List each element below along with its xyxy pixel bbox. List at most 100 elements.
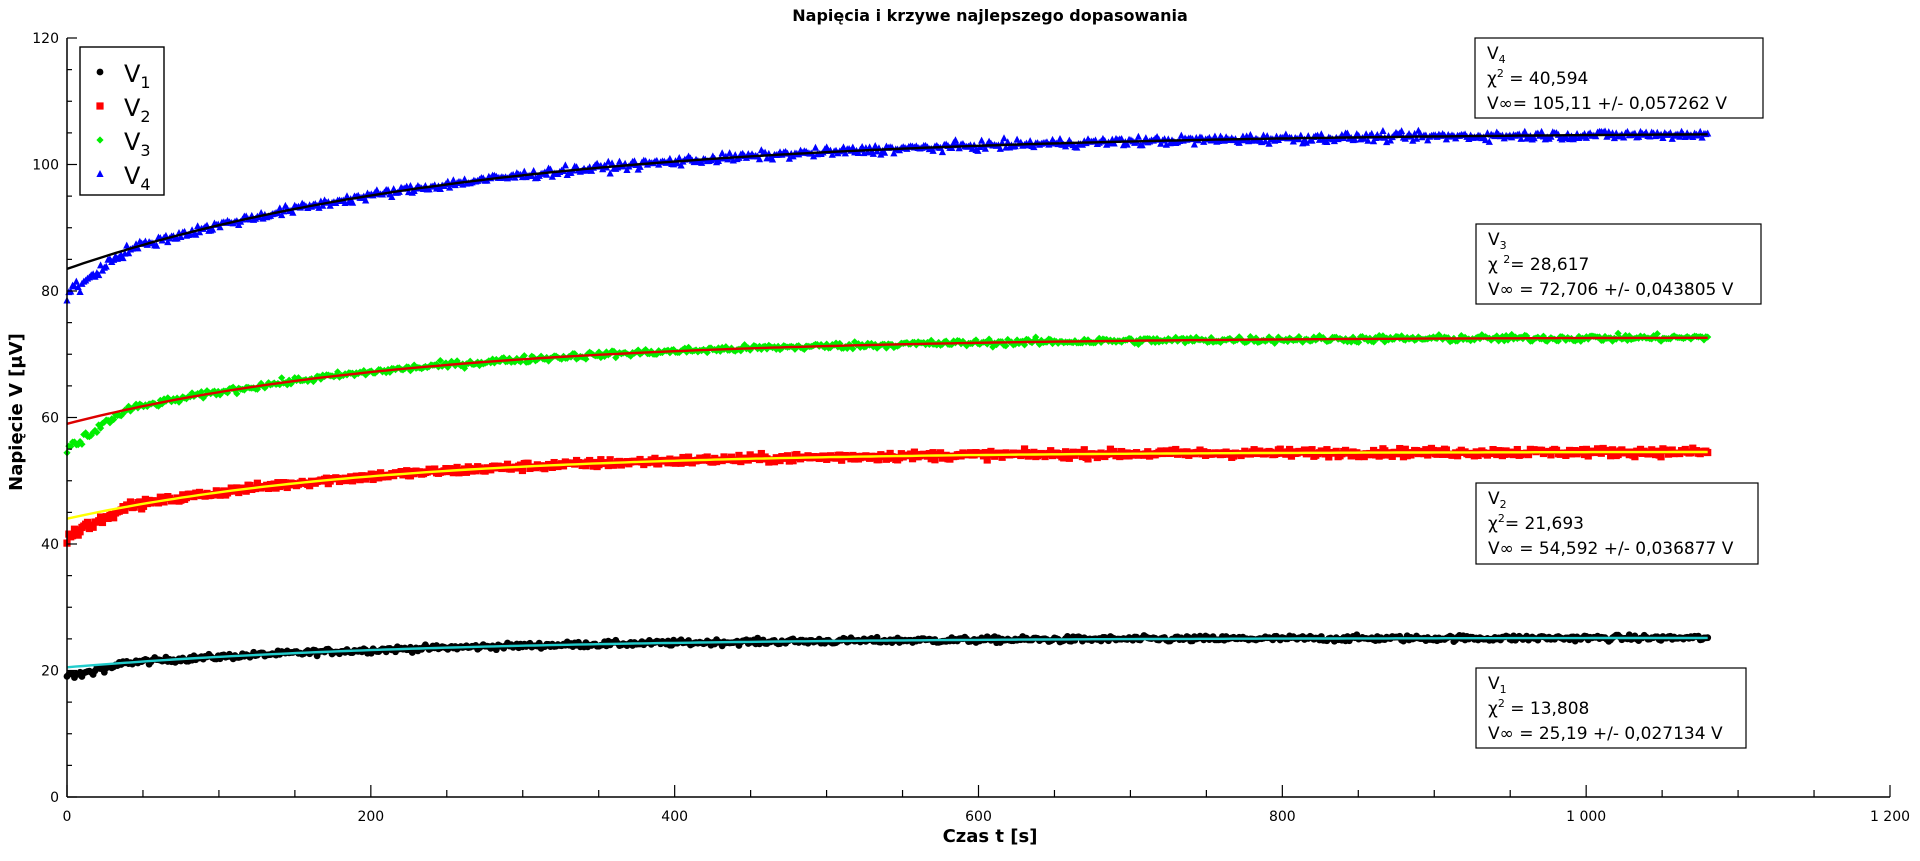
data-point <box>160 498 168 506</box>
data-point <box>1343 338 1352 346</box>
data-point <box>811 143 820 151</box>
data-point <box>832 339 840 347</box>
data-point <box>651 454 659 462</box>
data-point <box>1002 342 1010 350</box>
data-point <box>1308 136 1316 144</box>
data-point <box>1116 452 1124 461</box>
data-point <box>1498 332 1506 341</box>
data-point <box>1635 132 1643 140</box>
data-point <box>1396 444 1404 453</box>
data-point <box>873 344 881 352</box>
data-point <box>1524 451 1533 459</box>
data-point <box>823 340 831 348</box>
data-point <box>1078 339 1087 347</box>
data-point <box>757 449 765 458</box>
annotation-series-sub: 1 <box>1500 683 1507 696</box>
data-point <box>96 424 105 432</box>
data-point <box>1409 333 1417 341</box>
data-point <box>1362 130 1370 138</box>
data-point <box>1610 134 1618 142</box>
data-point <box>1315 332 1324 340</box>
data-point <box>1190 140 1198 148</box>
data-point <box>1340 337 1348 345</box>
data-point <box>1397 127 1406 135</box>
data-point <box>849 345 857 353</box>
annotation-series-sub: 3 <box>1500 239 1507 252</box>
data-point <box>1496 447 1505 455</box>
data-point <box>851 338 859 346</box>
data-point <box>761 342 769 350</box>
data-point <box>974 146 982 154</box>
data-point <box>436 356 444 365</box>
data-point <box>1659 133 1667 141</box>
data-point <box>1343 129 1352 137</box>
data-point <box>677 161 685 169</box>
y-tick-label: 60 <box>41 411 59 427</box>
data-point <box>516 358 525 366</box>
data-point <box>350 372 359 380</box>
annotation-chi-squared: χ2= 21,693 <box>1488 512 1584 534</box>
x-tick-label: 600 <box>965 809 992 825</box>
data-point <box>475 361 484 370</box>
data-point <box>1369 446 1378 455</box>
data-point <box>1388 452 1396 460</box>
data-point <box>677 459 685 467</box>
data-point <box>95 271 103 279</box>
data-point <box>1047 447 1055 455</box>
series-v4 <box>63 126 1712 304</box>
data-point <box>1153 335 1161 343</box>
annotation-chi-squared: χ2 = 40,594 <box>1487 67 1588 89</box>
data-point <box>1530 134 1538 142</box>
data-point <box>503 460 512 468</box>
data-point <box>1481 136 1490 144</box>
data-point <box>871 142 879 150</box>
data-point <box>518 354 527 362</box>
data-point <box>1297 131 1305 139</box>
data-point <box>1517 134 1525 142</box>
data-point <box>72 526 80 534</box>
series-v1 <box>63 631 1712 681</box>
data-point <box>684 453 693 461</box>
annotation-chi-squared: χ2 = 13,808 <box>1488 697 1589 719</box>
data-point <box>1358 332 1366 341</box>
data-point <box>571 350 579 358</box>
data-point <box>1080 446 1088 454</box>
data-point <box>541 355 549 363</box>
data-point <box>124 249 133 257</box>
data-point <box>1631 453 1639 461</box>
data-point <box>1580 450 1589 459</box>
legend-marker <box>96 170 104 177</box>
annotation-chi-value: = 28,617 <box>1510 255 1589 275</box>
data-point <box>1547 451 1555 459</box>
data-point <box>246 481 254 490</box>
data-point <box>233 484 241 492</box>
data-point <box>520 352 528 360</box>
data-point <box>270 480 278 488</box>
data-point <box>768 155 777 163</box>
data-point <box>141 495 149 503</box>
data-point <box>1065 454 1073 462</box>
data-point <box>1470 336 1478 344</box>
data-point <box>836 451 844 459</box>
data-point <box>197 388 205 396</box>
data-point <box>319 201 327 209</box>
data-point <box>1317 130 1325 138</box>
data-point <box>1614 329 1622 337</box>
data-point <box>268 484 276 492</box>
annotation-chi-sup: 2 <box>1503 253 1510 266</box>
data-point <box>1401 445 1409 453</box>
data-point <box>1172 445 1180 454</box>
data-point <box>537 352 545 360</box>
data-point <box>388 192 396 200</box>
data-point <box>838 456 846 464</box>
annotation-chi-value: = 13,808 <box>1505 699 1590 719</box>
data-point <box>524 459 532 467</box>
data-point <box>431 465 439 473</box>
data-point <box>96 261 105 269</box>
data-point <box>488 355 497 363</box>
data-point <box>664 459 672 467</box>
data-point <box>87 431 95 439</box>
data-point <box>864 339 872 347</box>
data-point <box>612 354 620 362</box>
